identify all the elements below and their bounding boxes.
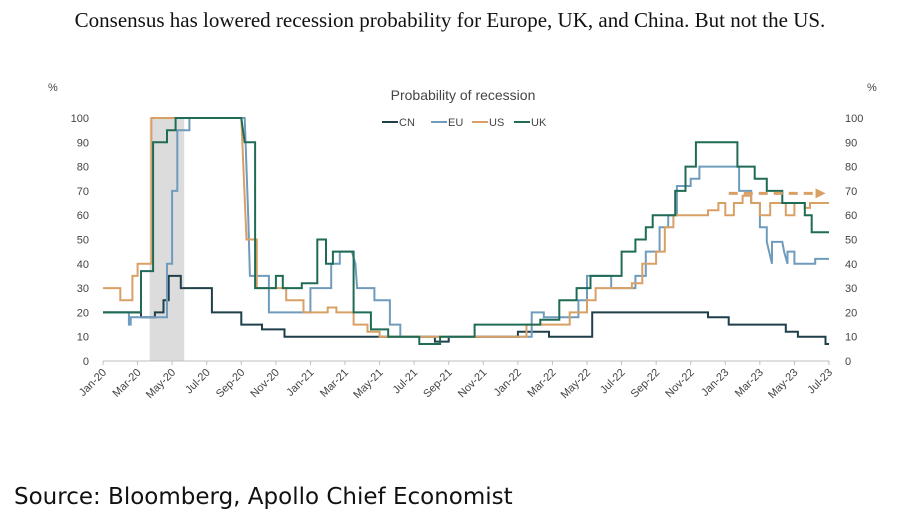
y-tick-label-right: 10 (845, 332, 857, 344)
x-tick-label: Jul-21 (391, 367, 421, 397)
y-tick-label-left: 50 (77, 235, 89, 247)
y-tick-label-right: 40 (845, 259, 857, 271)
y-tick-label-right: 0 (845, 356, 851, 368)
x-tick-label: Jan-22 (492, 367, 524, 399)
y-tick-label-right: 80 (845, 162, 857, 174)
y-tick-label-left: 30 (77, 283, 89, 295)
legend-label-us: US (489, 117, 504, 129)
x-tick-label: Mar-20 (111, 367, 144, 400)
y-tick-label-left: 20 (77, 307, 89, 319)
x-tick-label: Nov-22 (663, 367, 697, 401)
legend-label-cn: CN (399, 117, 415, 129)
x-tick-label: May-23 (766, 367, 800, 401)
y-ticks-left: 0 10 20 30 40 50 60 70 80 90 100 (71, 113, 89, 368)
legend-label-uk: UK (531, 117, 547, 129)
x-tick-label: Jul-22 (598, 367, 628, 397)
x-tick-label: May-22 (559, 367, 593, 401)
x-tick-label: Sep-20 (214, 367, 248, 401)
x-tick-label: Nov-21 (456, 367, 490, 401)
x-tick-label: Sep-22 (629, 367, 663, 401)
x-tick-label: Sep-21 (421, 367, 455, 401)
series-line-cn (103, 274, 829, 345)
y-axis-unit-left: % (48, 82, 58, 94)
x-tick-label: Jan-23 (699, 367, 731, 399)
source-note: Source: Bloomberg, Apollo Chief Economis… (14, 484, 513, 510)
y-tick-label-left: 40 (77, 259, 89, 271)
y-tick-label-right: 100 (845, 113, 863, 125)
series-line-uk (103, 117, 829, 345)
y-axis-unit-right: % (867, 82, 877, 94)
series-lines (103, 117, 829, 345)
y-tick-label-right: 30 (845, 283, 857, 295)
projection-arrowhead (815, 188, 826, 199)
y-ticks-right: 0 10 20 30 40 50 60 70 80 90 100 (845, 113, 863, 368)
us-projection-arrow (728, 188, 826, 199)
x-tick-label: Mar-21 (318, 367, 351, 400)
y-tick-label-right: 60 (845, 210, 857, 222)
chart-title: Probability of recession (391, 87, 536, 103)
x-tick-label: May-20 (144, 367, 178, 401)
x-tick-label: Jan-21 (284, 367, 316, 399)
y-tick-label-left: 70 (77, 186, 89, 198)
x-tick-label: Nov-20 (248, 367, 282, 401)
x-tick-label: Jan-20 (77, 367, 109, 399)
y-tick-label-right: 20 (845, 307, 857, 319)
legend: CN EU US UK (382, 117, 547, 129)
y-tick-label-left: 80 (77, 162, 89, 174)
y-tick-label-left: 90 (77, 137, 89, 149)
y-tick-label-left: 10 (77, 332, 89, 344)
recession-shading (149, 118, 185, 361)
legend-label-eu: EU (448, 117, 463, 129)
y-tick-label-right: 90 (845, 137, 857, 149)
x-tick-label: Mar-23 (733, 367, 766, 400)
y-tick-label-left: 0 (83, 356, 89, 368)
y-tick-label-left: 100 (71, 113, 89, 125)
chart-headline: Consensus has lowered recession probabil… (74, 8, 826, 32)
y-tick-label-right: 50 (845, 235, 857, 247)
y-tick-label-right: 70 (845, 186, 857, 198)
x-tick-label: Jul-20 (183, 367, 213, 397)
x-tick-label: Jul-23 (805, 367, 835, 397)
x-tick-label: Mar-22 (525, 367, 558, 400)
y-tick-label-left: 60 (77, 210, 89, 222)
x-ticks: Jan-20 Mar-20 May-20 Jul-20 Sep-20 Nov-20 Jan-… (77, 361, 835, 401)
x-tick-label: May-21 (351, 367, 385, 401)
